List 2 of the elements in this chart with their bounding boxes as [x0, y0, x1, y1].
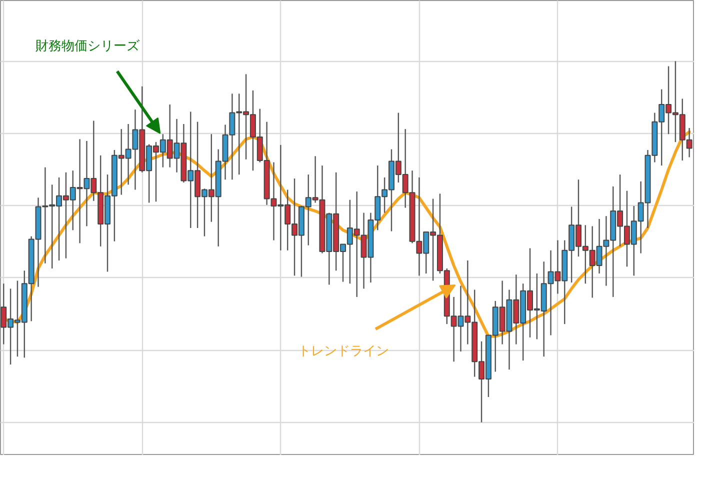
text: 財務物価シリーズ — [35, 39, 140, 54]
text: トレンドライン — [298, 344, 389, 359]
